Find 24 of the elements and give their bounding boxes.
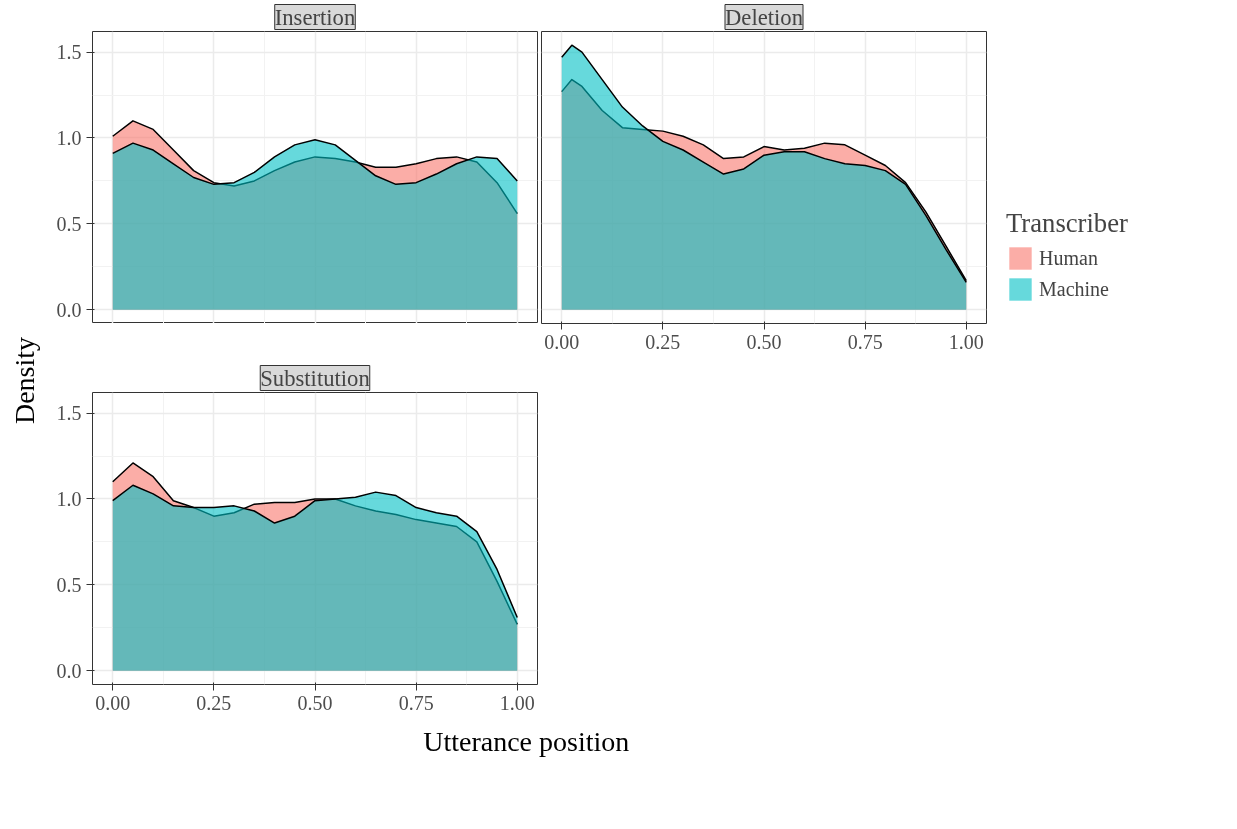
- x-tick-label: 0.75: [398, 691, 434, 714]
- y-tick-label: 0.5: [56, 573, 82, 596]
- x-tick-label: 0.25: [196, 691, 232, 714]
- x-tick-label: 0.50: [746, 330, 782, 353]
- y-tick-label: 1.0: [56, 487, 82, 510]
- legend-label: Machine: [1039, 277, 1109, 301]
- x-tick-label: 0.25: [645, 330, 681, 353]
- x-tick-label: 0.00: [95, 691, 131, 714]
- x-axis-title: Utterance position: [423, 726, 630, 757]
- x-tick-label: 1.00: [499, 691, 535, 714]
- y-tick-label: 0.5: [56, 212, 82, 235]
- x-tick-label: 0.50: [297, 691, 333, 714]
- y-axis-title: Density: [9, 336, 41, 425]
- x-tick-label: 0.75: [847, 330, 883, 353]
- y-tick-label: 1.5: [56, 41, 82, 64]
- legend-label: Human: [1039, 246, 1098, 270]
- y-tick-label: 0.0: [56, 659, 82, 682]
- legend-title: Transcriber: [1006, 208, 1128, 239]
- x-tick-label: 1.00: [948, 330, 984, 353]
- y-tick-label: 1.0: [56, 126, 82, 149]
- chart-title: Insertion: [274, 4, 356, 30]
- y-tick-label: 1.5: [56, 402, 82, 425]
- x-tick-label: 0.00: [544, 330, 580, 353]
- y-tick-label: 0.0: [56, 298, 82, 321]
